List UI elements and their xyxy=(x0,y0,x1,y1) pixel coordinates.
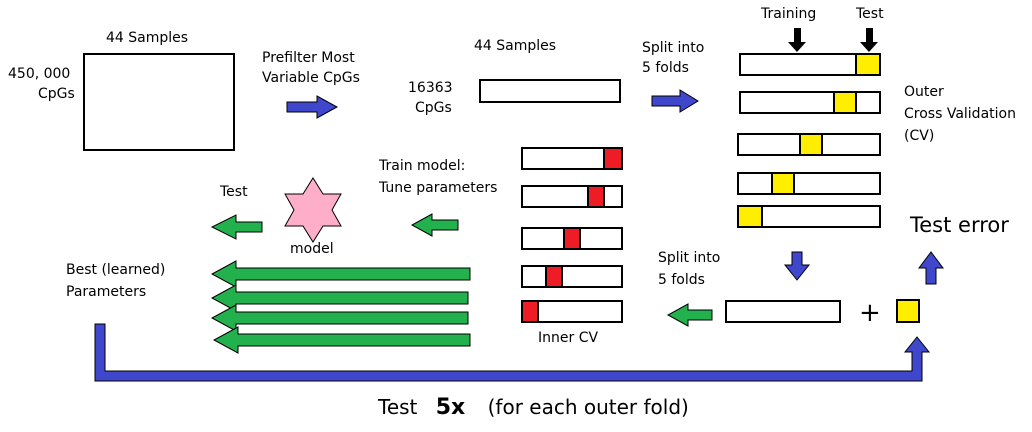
inner-fold-4 xyxy=(521,265,623,288)
prefilter-label-1: Prefilter Most xyxy=(262,50,355,66)
outer-cv-label-3: (CV) xyxy=(904,128,934,144)
test-down-arrow xyxy=(860,28,878,52)
split-outer-label-1: Split into xyxy=(642,40,704,56)
outer-fold-4-test xyxy=(771,172,795,195)
test-loop-connector xyxy=(94,323,931,382)
outer-down-arrow xyxy=(783,251,811,281)
best-params-arrow-1 xyxy=(210,260,471,288)
best-params-arrows xyxy=(210,260,471,354)
model-star xyxy=(284,177,342,243)
split-inner-label-1: Split into xyxy=(658,250,720,266)
test-left-arrow xyxy=(210,214,263,240)
outer-cv-label-1: Outer xyxy=(904,84,944,100)
outer-fold-5-test xyxy=(737,205,763,228)
inner-fold-2 xyxy=(521,185,623,208)
prefilter-arrow xyxy=(286,95,339,119)
split-inner-label-2: 5 folds xyxy=(658,272,705,288)
inner-fold-2-val xyxy=(587,185,605,208)
raw-data-matrix xyxy=(83,53,235,151)
bottom-caption-rest: (for each outer fold) xyxy=(488,395,689,419)
inner-fold-4-val xyxy=(545,265,563,288)
filtered-samples-label: 44 Samples xyxy=(474,38,556,54)
raw-samples-label: 44 Samples xyxy=(106,30,188,46)
filtered-cpgs-label-1: 16363 xyxy=(408,80,453,96)
outer-fold-2-test xyxy=(833,91,857,114)
filtered-data-bar xyxy=(479,79,621,103)
bottom-caption-5x: 5x xyxy=(436,395,466,420)
outer-fold-2 xyxy=(739,91,881,114)
inner-fold-3-val xyxy=(563,227,581,250)
split-outer-arrow xyxy=(651,89,699,113)
test-top-label: Test xyxy=(855,6,884,22)
test-error-up-arrow xyxy=(918,251,944,285)
train-model-arrow xyxy=(410,213,459,237)
training-portion-bar xyxy=(725,300,841,323)
outer-cv-folds xyxy=(737,53,881,228)
test-error-label: Test error xyxy=(909,213,1009,237)
outer-fold-4 xyxy=(737,172,881,195)
bottom-caption: Test 5x (for each outer fold) xyxy=(377,395,689,420)
best-params-arrow-3 xyxy=(210,304,469,332)
bottom-caption-test: Test xyxy=(377,395,418,419)
prefilter-label-2: Variable CpGs xyxy=(262,70,360,86)
plus-sign: + xyxy=(859,298,881,328)
test-portion-square xyxy=(896,299,920,323)
raw-cpgs-label-2: CpGs xyxy=(38,86,75,102)
test-left-label: Test xyxy=(219,184,248,200)
inner-cv-folds xyxy=(521,147,623,323)
inner-fold-5-val xyxy=(521,300,539,323)
training-down-arrow xyxy=(788,28,806,52)
best-params-label-1: Best (learned) xyxy=(66,262,165,278)
inner-cv-label: Inner CV xyxy=(538,330,598,346)
train-model-label-1: Train model: xyxy=(378,158,465,174)
outer-fold-1-test xyxy=(855,53,881,76)
split-inner-arrow xyxy=(666,303,713,327)
training-label: Training xyxy=(760,6,816,22)
model-label: model xyxy=(290,241,334,257)
outer-cv-label-2: Cross Validation xyxy=(904,106,1016,122)
split-outer-label-2: 5 folds xyxy=(642,60,689,76)
best-params-label-2: Parameters xyxy=(66,284,146,300)
best-params-arrow-2 xyxy=(210,284,469,312)
raw-cpgs-label-1: 450, 000 xyxy=(8,66,70,82)
best-params-arrow-4 xyxy=(212,326,471,354)
outer-fold-3-test xyxy=(799,133,823,156)
filtered-cpgs-label-2: CpGs xyxy=(415,100,452,116)
train-model-label-2: Tune parameters xyxy=(378,180,497,196)
inner-fold-1-val xyxy=(603,147,623,170)
